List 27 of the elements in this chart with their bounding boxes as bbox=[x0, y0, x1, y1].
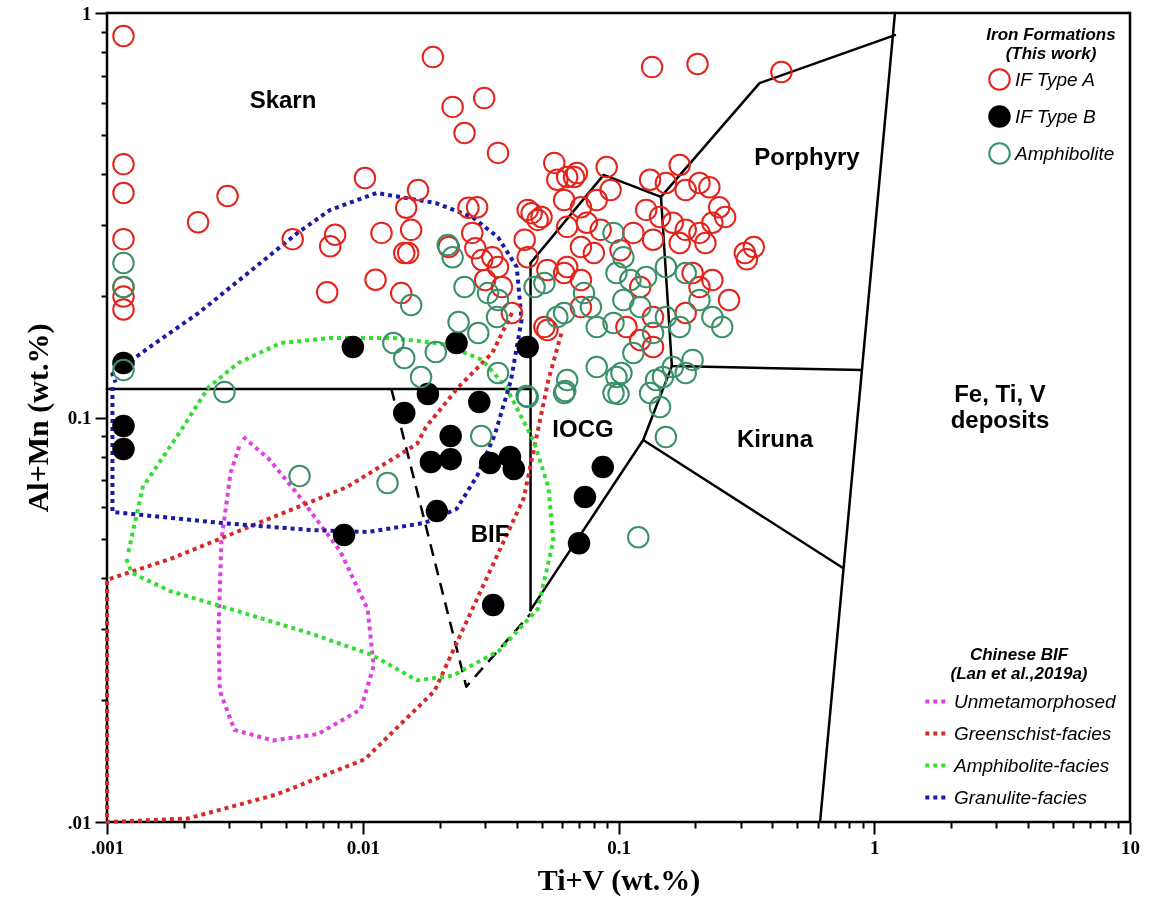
x-tick-label: .001 bbox=[90, 836, 125, 858]
annotation: Chinese BIF bbox=[969, 645, 1069, 664]
x-tick-label: 0.01 bbox=[346, 836, 380, 858]
x-tick-label: 0.1 bbox=[607, 836, 631, 858]
annotation: (Lan et al.,2019a) bbox=[950, 664, 1088, 683]
legend-label: IF Type A bbox=[1015, 68, 1095, 90]
legend-label: Greenschist-facies bbox=[954, 722, 1112, 744]
x-tick-label: 1 bbox=[870, 836, 880, 858]
legend-label: Unmetamorphosed bbox=[954, 690, 1118, 712]
y-axis-title: Al+Mn (wt.%) bbox=[20, 323, 55, 513]
legend-label: Granulite-facies bbox=[954, 786, 1088, 808]
legend-label: IF Type B bbox=[1015, 105, 1096, 127]
annotation: (This work) bbox=[1005, 44, 1097, 63]
legend-label: Amphibolite bbox=[1014, 142, 1115, 164]
x-axis-title: Ti+V (wt.%) bbox=[537, 862, 701, 897]
annotation: BIF bbox=[470, 520, 510, 547]
annotation: Porphyry bbox=[754, 143, 861, 170]
x-tick-label: 10 bbox=[1121, 836, 1140, 858]
y-tick-label: .01 bbox=[67, 811, 92, 833]
legend-title: Iron Formations bbox=[986, 25, 1116, 44]
annotation: Kiruna bbox=[736, 425, 814, 452]
annotation: Fe, Ti, V deposits bbox=[950, 380, 1050, 433]
annotation: IOCG bbox=[552, 415, 614, 442]
y-tick-label: 1 bbox=[82, 2, 92, 24]
y-tick-label: 0.1 bbox=[67, 407, 92, 428]
annotation: Skarn bbox=[249, 86, 317, 113]
legend-label: Amphibolite-facies bbox=[953, 754, 1110, 776]
